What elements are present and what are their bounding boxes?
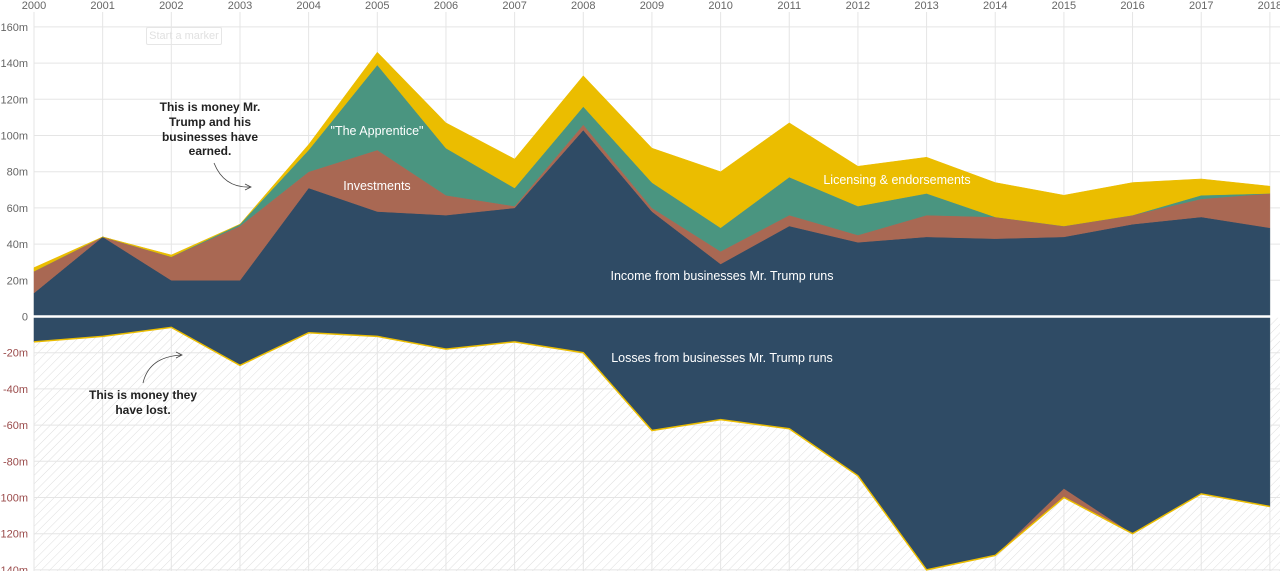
start-marker-button[interactable]: Start a marker bbox=[146, 27, 222, 45]
area-layer bbox=[33, 51, 1271, 571]
lost-annotation-line-2: have lost. bbox=[115, 403, 170, 417]
x-tick-label-2001: 2001 bbox=[90, 0, 114, 12]
y-tick-label-40m: 40m bbox=[7, 239, 28, 251]
label-investments: Investments bbox=[343, 179, 410, 193]
label-losses: Losses from businesses Mr. Trump runs bbox=[611, 351, 833, 365]
y-tick-label-160m: 160m bbox=[0, 22, 28, 34]
label-licensing: Licensing & endorsements bbox=[823, 173, 970, 187]
x-tick-label-2000: 2000 bbox=[22, 0, 46, 12]
y-tick-label--60m: -60m bbox=[3, 420, 28, 432]
x-tick-label-2017: 2017 bbox=[1189, 0, 1213, 12]
x-tick-label-2008: 2008 bbox=[571, 0, 595, 12]
y-tick-label--140m: -140m bbox=[0, 565, 28, 571]
y-tick-label-80m: 80m bbox=[7, 167, 28, 179]
y-tick-label-20m: 20m bbox=[7, 275, 28, 287]
earned-annotation: This is money Mr. Trump and his business… bbox=[160, 100, 261, 191]
label-apprentice: "The Apprentice" bbox=[331, 124, 424, 138]
x-tick-label-2013: 2013 bbox=[914, 0, 938, 12]
lost-annotation-arrow bbox=[142, 354, 182, 384]
x-tick-label-2014: 2014 bbox=[983, 0, 1007, 12]
y-tick-label-0: 0 bbox=[22, 312, 28, 324]
x-tick-label-2002: 2002 bbox=[159, 0, 183, 12]
x-tick-label-2005: 2005 bbox=[365, 0, 389, 12]
x-tick-label-2003: 2003 bbox=[228, 0, 252, 12]
area-licensing bbox=[33, 51, 1271, 272]
earned-annotation-line-4: earned. bbox=[189, 144, 232, 158]
x-tick-label-2004: 2004 bbox=[296, 0, 320, 12]
y-tick-label--20m: -20m bbox=[3, 348, 28, 360]
lost-annotation-arrowhead bbox=[175, 351, 183, 359]
x-tick-label-2009: 2009 bbox=[640, 0, 664, 12]
y-tick-label--120m: -120m bbox=[0, 529, 28, 541]
earned-annotation-arrow bbox=[213, 162, 251, 188]
y-tick-label--80m: -80m bbox=[3, 456, 28, 468]
x-tick-label-2007: 2007 bbox=[502, 0, 526, 12]
y-tick-label-60m: 60m bbox=[7, 203, 28, 215]
loss-edge-line bbox=[33, 326, 1271, 571]
lost-annotation: This is money they have lost. bbox=[89, 351, 197, 417]
x-tick-label-2012: 2012 bbox=[846, 0, 870, 12]
x-tick-label-2010: 2010 bbox=[708, 0, 732, 12]
y-tick-label-100m: 100m bbox=[0, 131, 28, 143]
label-income: Income from businesses Mr. Trump runs bbox=[611, 269, 834, 283]
x-tick-label-2015: 2015 bbox=[1052, 0, 1076, 12]
x-tick-label-2018: 2018 bbox=[1258, 0, 1280, 12]
y-tick-label-120m: 120m bbox=[0, 94, 28, 106]
x-tick-label-2011: 2011 bbox=[777, 0, 801, 12]
y-tick-label--100m: -100m bbox=[0, 493, 28, 505]
earned-annotation-line-1: This is money Mr. bbox=[160, 100, 261, 114]
lost-annotation-line-1: This is money they bbox=[89, 388, 197, 402]
earned-annotation-arrowhead bbox=[244, 183, 252, 191]
y-tick-label--40m: -40m bbox=[3, 384, 28, 396]
earned-annotation-line-3: businesses have bbox=[162, 130, 258, 144]
earned-annotation-line-2: Trump and his bbox=[169, 115, 251, 129]
x-tick-label-2016: 2016 bbox=[1120, 0, 1144, 12]
y-tick-label-140m: 140m bbox=[0, 58, 28, 70]
x-tick-label-2006: 2006 bbox=[434, 0, 458, 12]
